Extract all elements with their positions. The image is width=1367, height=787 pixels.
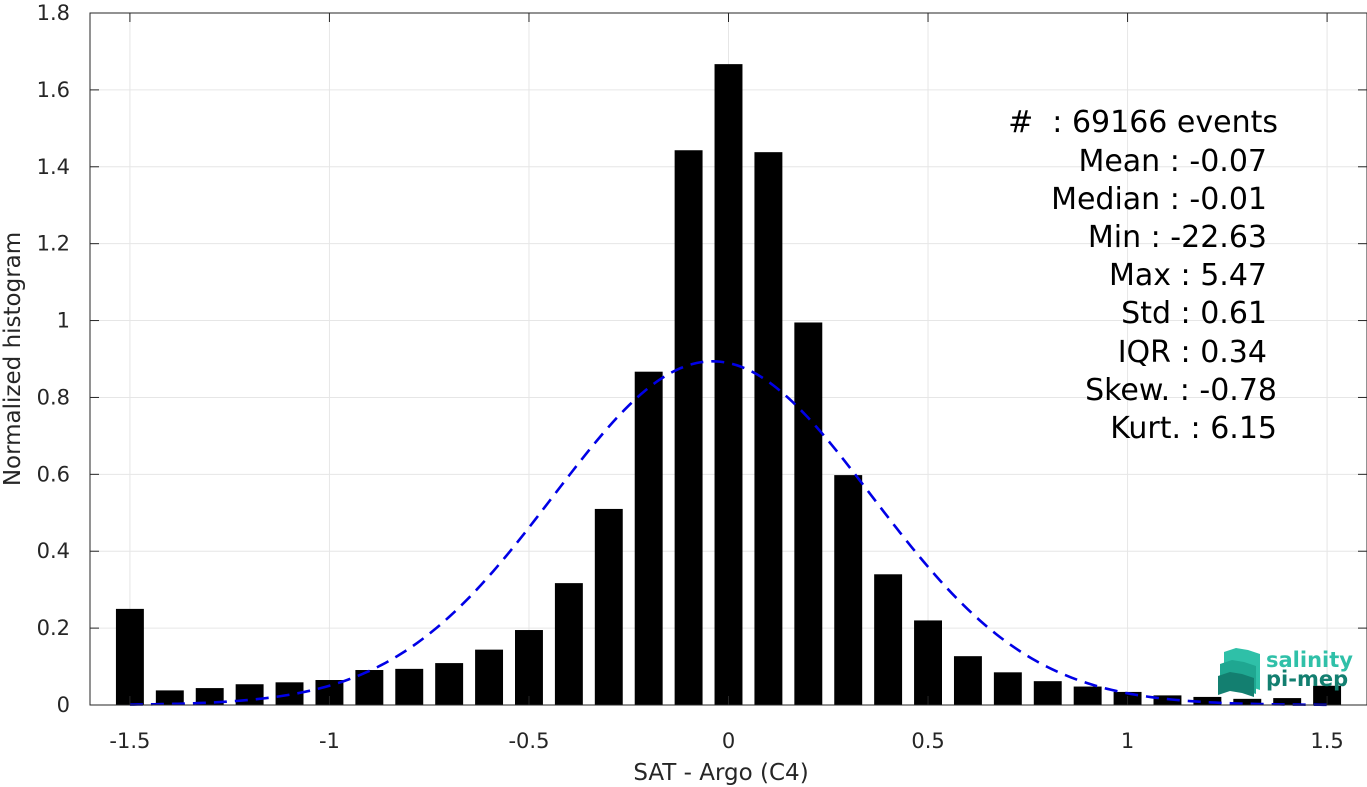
logo-line-1: salinity xyxy=(1266,648,1353,672)
y-tick-label: 1.8 xyxy=(37,1,70,25)
y-tick-label: 0 xyxy=(57,693,70,717)
axis-ticks xyxy=(90,12,1367,706)
histogram-bar xyxy=(714,64,743,706)
x-tick-label: -1 xyxy=(319,729,340,753)
y-tick-label: 0.4 xyxy=(37,539,70,563)
histogram-bar xyxy=(674,150,703,705)
y-tick-label: 1.6 xyxy=(37,78,70,102)
x-tick-label: -1.5 xyxy=(109,729,150,753)
bars-group xyxy=(115,64,1342,706)
stat-std: Std : 0.61 xyxy=(1121,296,1267,331)
x-tick-label: -0.5 xyxy=(508,729,549,753)
x-tick-label: 1 xyxy=(1121,729,1134,753)
logo-line-2: pi-mep xyxy=(1266,667,1348,691)
histogram-bar xyxy=(395,668,424,705)
histogram-bar xyxy=(554,583,583,705)
histogram-bar xyxy=(515,630,543,705)
histogram-bar xyxy=(754,152,783,705)
y-tick-label: 0.6 xyxy=(37,462,70,486)
histogram-bar xyxy=(155,690,184,705)
histogram-bar xyxy=(115,608,144,705)
histogram-bar xyxy=(1233,698,1262,705)
stats-box: # : 69166 events Mean : -0.07 Median : -… xyxy=(1008,105,1278,446)
stat-max: Max : 5.47 xyxy=(1109,258,1267,293)
stat-mean: Mean : -0.07 xyxy=(1078,144,1267,179)
histogram-bar xyxy=(953,656,982,705)
histogram-bar xyxy=(475,649,504,705)
x-tick-label: 0 xyxy=(722,729,735,753)
histogram-bar xyxy=(195,688,224,705)
y-tick-label: 0.8 xyxy=(37,385,70,409)
y-tick-label: 0.2 xyxy=(37,616,70,640)
histogram-bar xyxy=(1073,686,1102,705)
stat-iqr: IQR : 0.34 xyxy=(1118,335,1267,370)
histogram-bar xyxy=(914,620,942,705)
histogram-bar xyxy=(275,682,304,705)
salinity-pi-mep-logo: salinity pi-mep xyxy=(1218,648,1353,697)
histogram-bar xyxy=(1273,698,1302,705)
stat-min: Min : -22.63 xyxy=(1088,220,1267,255)
histogram-bar xyxy=(1193,696,1222,705)
stat-skew: Skew. : -0.78 xyxy=(1085,373,1277,408)
y-tick-label: 1.4 xyxy=(37,155,70,179)
stat-median: Median : -0.01 xyxy=(1051,182,1267,217)
histogram-bar xyxy=(993,672,1022,705)
histogram-bar xyxy=(1033,681,1062,705)
x-axis-label: SAT - Argo (C4) xyxy=(633,760,808,786)
x-tick-label: 0.5 xyxy=(911,729,944,753)
histogram-bar xyxy=(435,663,464,705)
y-tick-label: 1 xyxy=(57,309,70,333)
stat-kurt: Kurt. : 6.15 xyxy=(1110,411,1277,446)
y-tick-labels: 0 0.2 0.4 0.6 0.8 1 1.2 1.4 1.6 1.8 xyxy=(37,1,70,717)
x-tick-labels: -1.5 -1 -0.5 0 0.5 1 1.5 xyxy=(109,729,1343,753)
histogram-bar xyxy=(634,371,663,705)
histogram-bar xyxy=(594,508,623,705)
y-axis-label: Normalized histogram xyxy=(0,232,26,486)
x-tick-label: 1.5 xyxy=(1310,729,1343,753)
waves-icon xyxy=(1218,648,1260,697)
histogram-bar xyxy=(794,322,823,705)
stat-events: # : 69166 events xyxy=(1008,105,1278,140)
y-tick-label: 1.2 xyxy=(37,232,70,256)
histogram-bar xyxy=(1313,685,1342,705)
histogram-bar xyxy=(834,475,863,705)
histogram-bar xyxy=(874,574,903,705)
gaussian-fit-curve xyxy=(129,360,1328,707)
